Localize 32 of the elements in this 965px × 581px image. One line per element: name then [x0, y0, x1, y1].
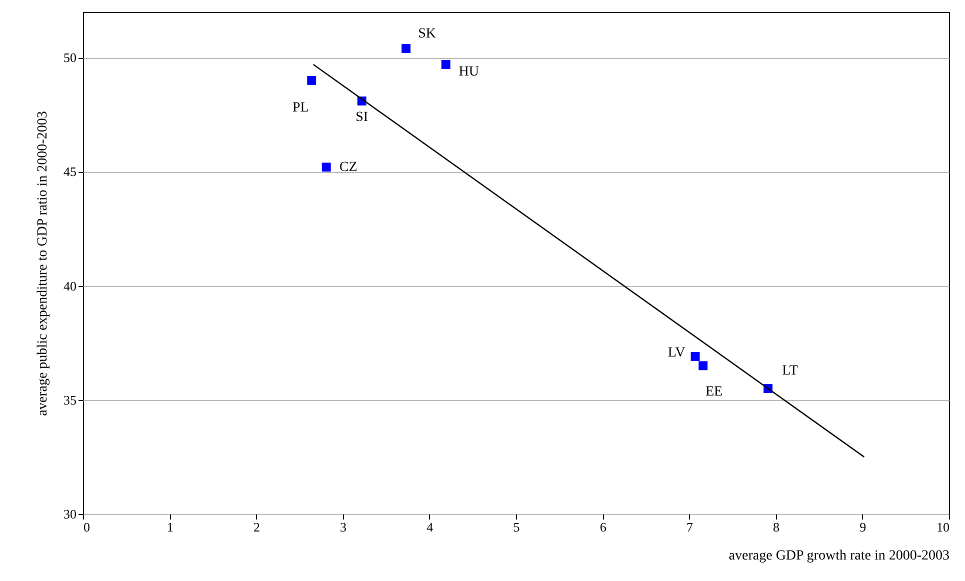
- x-tick-label: 1: [166, 520, 174, 534]
- y-tick-label: 30: [64, 506, 76, 522]
- point: [322, 162, 331, 172]
- x-tick-label: 4: [426, 520, 434, 534]
- annotation: HU: [458, 64, 479, 80]
- y-tick-label: 35: [64, 392, 76, 408]
- annotation: EE: [706, 384, 723, 400]
- point: [690, 352, 700, 362]
- annotation: CZ: [339, 160, 358, 176]
- x-tick-label: 3: [340, 520, 347, 534]
- y-axis-title: average public expenditure to GDP ratio in 2000-2003: [36, 111, 50, 416]
- x-tick-label: 2: [253, 520, 260, 534]
- annotation: LT: [782, 364, 798, 378]
- point: [698, 361, 708, 370]
- annotation: SK: [418, 26, 436, 42]
- point: [402, 44, 410, 53]
- x-tick-label: 10: [936, 520, 950, 534]
- x-tick-label: 7: [686, 520, 694, 534]
- y-tick-label: 40: [64, 278, 76, 294]
- annotation: LV: [668, 346, 686, 361]
- x-tick-label: 9: [860, 520, 866, 534]
- point: [307, 76, 316, 85]
- x-tick-label: 6: [600, 520, 607, 534]
- y-tick-label: 45: [64, 164, 76, 180]
- y-tick-label: 50: [64, 50, 76, 66]
- x-axis-title: average GDP growth rate in 2000-2003: [728, 548, 950, 564]
- x-tick-label: 5: [513, 520, 520, 534]
- point: [441, 60, 450, 69]
- x-tick-label: 8: [773, 520, 780, 534]
- x-tick-label: 0: [84, 520, 90, 534]
- annotation: PL: [292, 100, 309, 116]
- annotation: SI: [356, 110, 368, 125]
